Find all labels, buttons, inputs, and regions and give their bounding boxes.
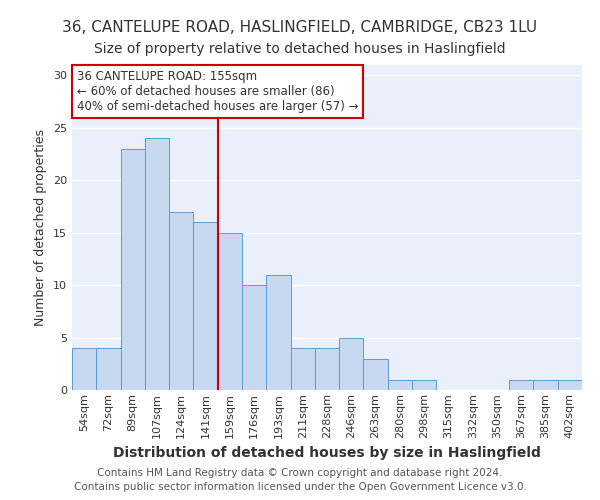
Bar — [339, 338, 364, 390]
Bar — [364, 358, 388, 390]
X-axis label: Distribution of detached houses by size in Haslingfield: Distribution of detached houses by size … — [113, 446, 541, 460]
Bar — [558, 380, 582, 390]
Text: Size of property relative to detached houses in Haslingfield: Size of property relative to detached ho… — [94, 42, 506, 56]
Bar — [218, 232, 242, 390]
Bar — [242, 285, 266, 390]
Bar — [412, 380, 436, 390]
Text: 36, CANTELUPE ROAD, HASLINGFIELD, CAMBRIDGE, CB23 1LU: 36, CANTELUPE ROAD, HASLINGFIELD, CAMBRI… — [62, 20, 538, 35]
Bar — [266, 274, 290, 390]
Bar — [96, 348, 121, 390]
Bar — [533, 380, 558, 390]
Bar — [121, 149, 145, 390]
Bar — [72, 348, 96, 390]
Bar — [388, 380, 412, 390]
Bar — [315, 348, 339, 390]
Bar — [290, 348, 315, 390]
Bar — [169, 212, 193, 390]
Bar — [145, 138, 169, 390]
Bar — [193, 222, 218, 390]
Y-axis label: Number of detached properties: Number of detached properties — [34, 129, 47, 326]
Text: 36 CANTELUPE ROAD: 155sqm
← 60% of detached houses are smaller (86)
40% of semi-: 36 CANTELUPE ROAD: 155sqm ← 60% of detac… — [77, 70, 359, 113]
Text: Contains HM Land Registry data © Crown copyright and database right 2024.
Contai: Contains HM Land Registry data © Crown c… — [74, 468, 526, 492]
Bar — [509, 380, 533, 390]
